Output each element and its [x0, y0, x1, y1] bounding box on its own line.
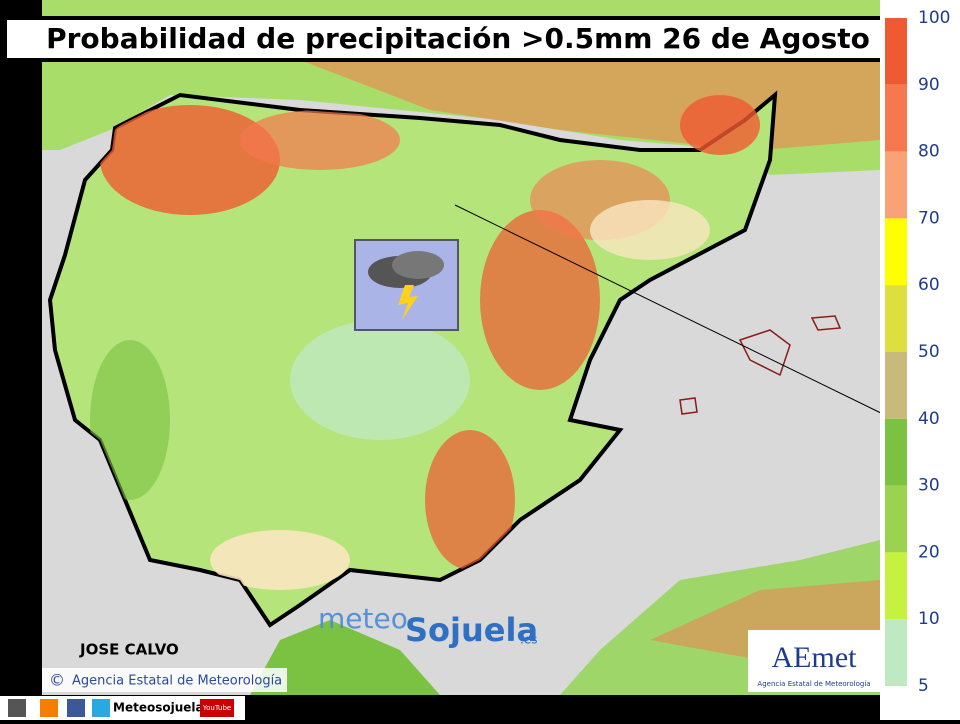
- rain-patch: [680, 95, 760, 155]
- rain-patch: [425, 430, 515, 570]
- icon-youtube[interactable]: [200, 699, 234, 717]
- legend: 100 90 80 70 60 50 40 30 20 10 5: [885, 8, 950, 696]
- legend-swatch: [885, 552, 907, 620]
- icon-instagram[interactable]: [8, 699, 26, 717]
- legend-label: 10: [918, 609, 940, 629]
- low-patch: [290, 320, 470, 440]
- legend-label: 100: [918, 8, 950, 28]
- legend-label: 30: [918, 476, 940, 496]
- social-name: Meteosojuela: [113, 701, 204, 715]
- pointer-line: [454, 204, 886, 416]
- island: [679, 397, 698, 415]
- legend-swatch: [885, 485, 907, 553]
- logo-bg: [748, 630, 880, 692]
- copyright-bg: [42, 668, 287, 692]
- copyright-symbol: ©: [49, 671, 65, 690]
- legend-swatch: [885, 285, 907, 352]
- legend-label: 5: [918, 676, 929, 696]
- legend-swatch: [885, 352, 907, 419]
- logo-subtitle: Agencia Estatal de Meteorología: [757, 680, 870, 688]
- legend-swatch: [885, 84, 907, 152]
- legend-label: 50: [918, 342, 940, 362]
- title-box: [3, 16, 917, 62]
- logo-name: AEmet: [772, 641, 858, 674]
- legend-swatch: [885, 18, 907, 85]
- title: Probabilidad de precipitación >0.5mm 26 …: [46, 22, 870, 55]
- low-patch: [210, 530, 350, 590]
- legend-label: 70: [918, 208, 940, 228]
- rain-patch: [240, 110, 400, 170]
- legend-label: 60: [918, 275, 940, 295]
- author: JOSE CALVO: [79, 641, 179, 659]
- weather-icon-bolt: [398, 285, 418, 320]
- legend-swatch: [885, 151, 907, 219]
- watermark-meteo: meteo: [318, 602, 408, 635]
- legend-swatch: [885, 418, 907, 486]
- legend-swatch: [885, 619, 907, 686]
- legend-label: 80: [918, 142, 940, 162]
- weather-icon-cloud: [392, 251, 444, 279]
- precip-patches: [90, 105, 710, 590]
- rain-patch: [90, 340, 170, 500]
- watermark-domain: .es: [520, 633, 537, 647]
- legend-swatch: [885, 218, 907, 286]
- rain-patch: [100, 105, 280, 215]
- island: [810, 315, 842, 331]
- icon-blogger[interactable]: [40, 699, 58, 717]
- land-africa: [250, 620, 440, 695]
- youtube-label: YouTube: [202, 704, 231, 712]
- icon-facebook[interactable]: [67, 699, 85, 717]
- legend-label: 20: [918, 542, 940, 562]
- watermark-sojuela: Sojuela: [405, 611, 538, 649]
- icon-twitter[interactable]: [92, 699, 110, 717]
- rain-patch: [480, 210, 600, 390]
- island: [738, 329, 791, 377]
- copyright-text: Agencia Estatal de Meteorología: [72, 674, 282, 689]
- legend-label: 40: [918, 409, 940, 429]
- low-patch: [590, 200, 710, 260]
- legend-label: 90: [918, 75, 940, 95]
